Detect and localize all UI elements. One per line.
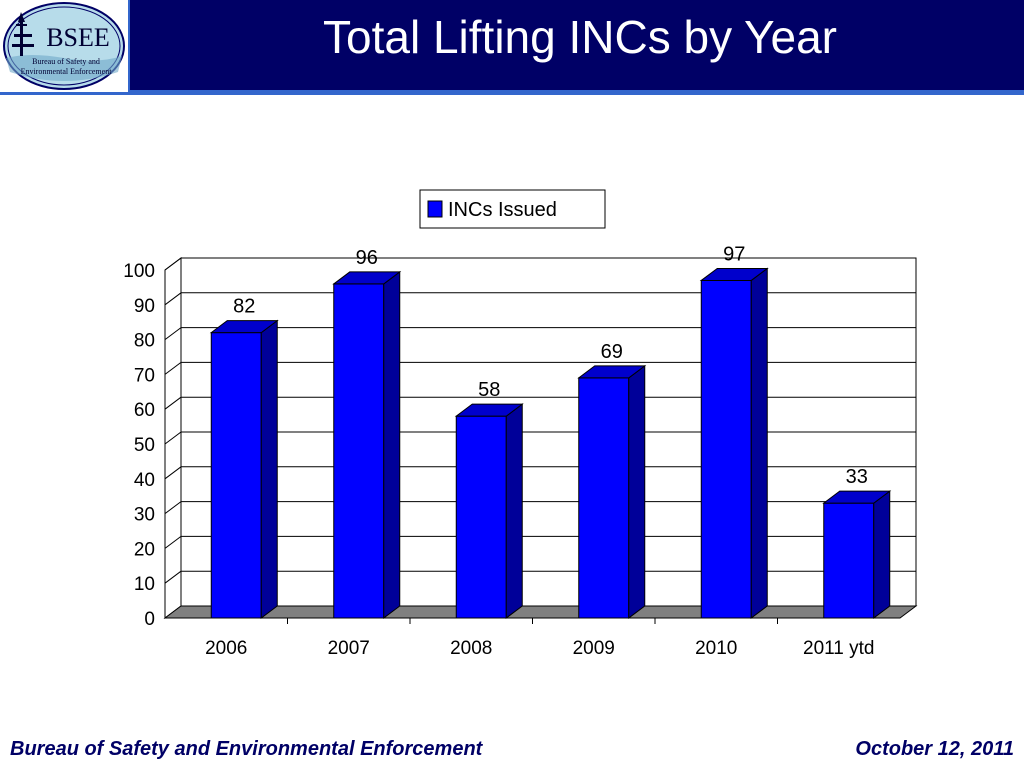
logo-subtext-1: Bureau of Safety and (32, 57, 100, 66)
bar-side (383, 270, 401, 619)
bar (210, 332, 262, 619)
footer-organization: Bureau of Safety and Environmental Enfor… (10, 738, 483, 760)
gridline-side (164, 466, 182, 480)
bar (823, 502, 875, 619)
gridline-side (164, 257, 182, 271)
data-label: 96 (356, 247, 378, 269)
bar-top (332, 271, 402, 285)
bar-side (750, 267, 768, 619)
bar-top (209, 320, 279, 334)
bar-top (822, 490, 892, 504)
bar-top (699, 267, 769, 281)
chart-floor (163, 605, 918, 619)
bar-top (454, 403, 524, 417)
bar (455, 415, 507, 619)
legend-label: INCs Issued (448, 199, 557, 221)
y-tick-label: 40 (134, 470, 155, 491)
x-tick-label: 2007 (328, 638, 370, 659)
logo-text: BSEE (46, 23, 110, 52)
data-label: 58 (478, 379, 500, 401)
gridline-side (164, 501, 182, 514)
gridline-side (164, 570, 182, 584)
bar (578, 377, 630, 619)
data-label: 82 (233, 296, 255, 318)
y-tick-label: 80 (134, 331, 155, 352)
x-tick-label: 2011 ytd (803, 638, 874, 659)
bar (700, 279, 752, 619)
bar-side (873, 490, 891, 619)
logo: BSEE Bureau of Safety and Environmental … (0, 0, 130, 92)
header-accent-line (0, 90, 1024, 95)
bar-side (628, 364, 646, 619)
gridline-side (164, 292, 182, 306)
data-label: 69 (601, 341, 623, 363)
bar-side (260, 319, 278, 619)
bar (333, 283, 385, 619)
legend (419, 189, 606, 229)
logo-subtext-2: Environmental Enforcement (21, 67, 113, 76)
bsee-seal-icon: BSEE Bureau of Safety and Environmental … (3, 2, 125, 90)
y-tick-label: 70 (134, 365, 155, 386)
y-tick-label: 30 (134, 505, 155, 526)
bar-side (505, 403, 523, 619)
data-label: 97 (723, 243, 745, 265)
gridline-side (164, 361, 182, 375)
gridline-side (164, 327, 182, 341)
header-band (0, 0, 1024, 90)
bar-top (577, 365, 647, 379)
legend-swatch (427, 200, 443, 218)
x-tick-label: 2008 (450, 638, 492, 659)
x-tick-label: 2010 (695, 638, 737, 659)
y-tick-label: 90 (134, 296, 155, 317)
data-label: 33 (846, 466, 868, 488)
gridline-side (164, 396, 182, 410)
y-tick-label: 100 (123, 261, 155, 282)
page-title: Total Lifting INCs by Year (323, 11, 837, 63)
y-tick-label: 60 (134, 400, 155, 421)
gridline-side (164, 536, 182, 549)
y-tick-label: 50 (134, 435, 155, 456)
y-tick-label: 20 (134, 539, 155, 560)
x-tick-label: 2006 (205, 638, 247, 659)
gridline-side (164, 431, 182, 445)
y-tick-label: 0 (144, 609, 155, 630)
footer-date: October 12, 2011 (855, 738, 1014, 760)
y-tick-label: 10 (134, 574, 155, 595)
x-tick-label: 2009 (573, 638, 615, 659)
